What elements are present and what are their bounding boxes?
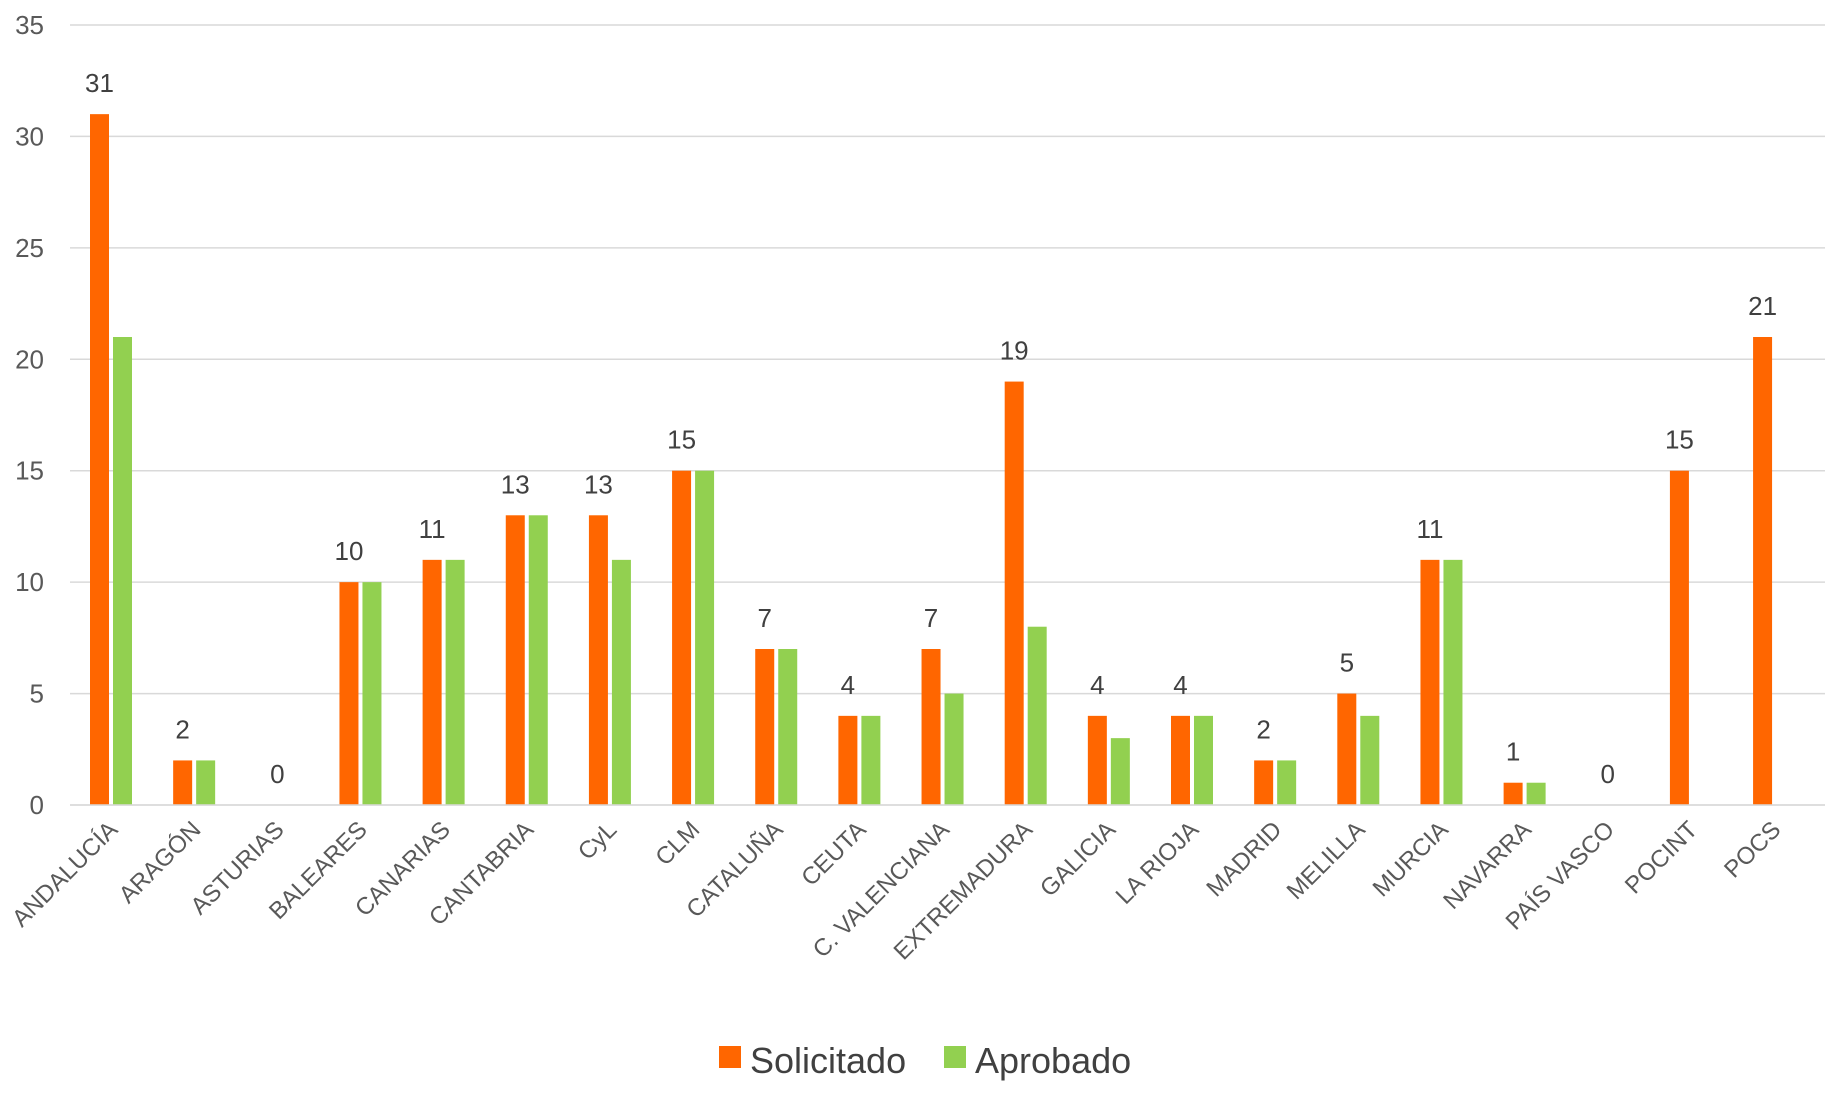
data-label-solicitado: 10	[334, 536, 363, 566]
bar-aprobado	[528, 515, 548, 805]
legend-label-solicitado: Solicitado	[750, 1040, 906, 1081]
bar-aprobado	[695, 470, 715, 805]
x-tick-label: MURCIA	[1368, 816, 1454, 902]
x-tick-label: MELILLA	[1282, 816, 1371, 905]
bar-aprobado	[1193, 715, 1213, 805]
x-tick-label: CEUTA	[796, 816, 871, 891]
bar-aprobado	[362, 582, 382, 805]
y-axis: 0 5 10 15 20 25 30 35	[15, 10, 44, 820]
y-tick-label: 30	[15, 121, 44, 151]
bar-aprobado	[1110, 738, 1130, 805]
bar-solicitado	[672, 470, 692, 805]
data-label-solicitado: 4	[841, 670, 855, 700]
y-tick-label: 10	[15, 567, 44, 597]
bar-solicitado	[838, 715, 858, 805]
y-tick-label: 5	[30, 679, 44, 709]
bar-solicitado	[1337, 693, 1357, 805]
x-tick-label: GALICIA	[1035, 816, 1121, 902]
y-tick-label: 25	[15, 233, 44, 263]
bar-solicitado	[1004, 381, 1024, 805]
bar-solicitado	[1170, 715, 1190, 805]
bar-aprobado	[944, 693, 964, 805]
bar-aprobado	[196, 760, 216, 805]
bar-aprobado	[611, 559, 631, 805]
data-label-solicitado: 4	[1090, 670, 1104, 700]
bar-solicitado	[339, 582, 359, 805]
data-label-solicitado: 13	[501, 469, 530, 499]
x-tick-label: EXTREMADURA	[889, 816, 1038, 965]
data-label-solicitado: 21	[1748, 291, 1777, 321]
bar-solicitado	[1669, 470, 1689, 805]
legend-swatch-aprobado	[944, 1046, 966, 1068]
data-label-solicitado: 0	[1601, 759, 1615, 789]
bar-solicitado	[1753, 337, 1773, 805]
x-tick-label: MADRID	[1201, 816, 1287, 902]
data-label-solicitado: 4	[1173, 670, 1187, 700]
data-label-solicitado: 15	[1665, 425, 1694, 455]
data-label-solicitado: 13	[584, 469, 613, 499]
bars	[90, 114, 1773, 805]
y-tick-label: 0	[30, 790, 44, 820]
x-tick-label: CyL	[573, 816, 622, 865]
y-tick-label: 20	[15, 344, 44, 374]
bar-aprobado	[113, 337, 132, 805]
data-label-solicitado: 7	[757, 603, 771, 633]
bar-solicitado	[1420, 559, 1440, 805]
data-label-solicitado: 5	[1340, 648, 1354, 678]
legend: Solicitado Aprobado	[719, 1040, 1131, 1081]
bar-aprobado	[778, 649, 798, 805]
bar-solicitado	[173, 760, 193, 805]
bar-solicitado	[921, 649, 941, 805]
bar-solicitado	[1503, 782, 1523, 805]
bar-aprobado	[1360, 715, 1380, 805]
data-label-solicitado: 2	[1256, 714, 1270, 744]
bar-aprobado	[1027, 626, 1047, 805]
data-label-solicitado: 2	[175, 714, 189, 744]
legend-swatch-solicitado	[719, 1046, 741, 1068]
grid-lines	[70, 24, 1825, 806]
data-label-solicitado: 1	[1506, 737, 1520, 767]
x-tick-label: CLM	[650, 816, 705, 871]
bar-solicitado	[1087, 715, 1107, 805]
x-tick-label: POCS	[1719, 816, 1786, 883]
data-label-solicitado: 31	[85, 68, 114, 98]
bar-aprobado	[861, 715, 881, 805]
x-tick-label: POCINT	[1620, 816, 1703, 899]
legend-label-aprobado: Aprobado	[975, 1040, 1131, 1081]
data-label-solicitado: 15	[667, 425, 696, 455]
bar-aprobado	[1526, 782, 1546, 805]
data-label-solicitado: 11	[419, 514, 446, 544]
y-tick-label: 15	[15, 456, 44, 486]
data-label-solicitado: 0	[270, 759, 284, 789]
x-axis: ANDALUCÍAARAGÓNASTURIASBALEARESCANARIASC…	[7, 804, 1825, 965]
y-tick-label: 35	[15, 10, 44, 40]
x-tick-label: LA RIOJA	[1111, 816, 1205, 910]
bar-solicitado	[1254, 760, 1274, 805]
data-label-solicitado: 11	[1416, 514, 1443, 544]
bar-aprobado	[445, 559, 465, 805]
bar-solicitado	[588, 515, 608, 805]
data-label-solicitado: 7	[924, 603, 938, 633]
data-label-solicitado: 19	[1000, 336, 1029, 366]
bar-solicitado	[505, 515, 525, 805]
bar-solicitado	[422, 559, 442, 805]
bar-aprobado	[1277, 760, 1297, 805]
bar-aprobado	[1443, 559, 1463, 805]
bar-solicitado	[755, 649, 775, 805]
x-tick-label: ANDALUCÍA	[7, 816, 123, 932]
bar-solicitado	[90, 114, 109, 805]
